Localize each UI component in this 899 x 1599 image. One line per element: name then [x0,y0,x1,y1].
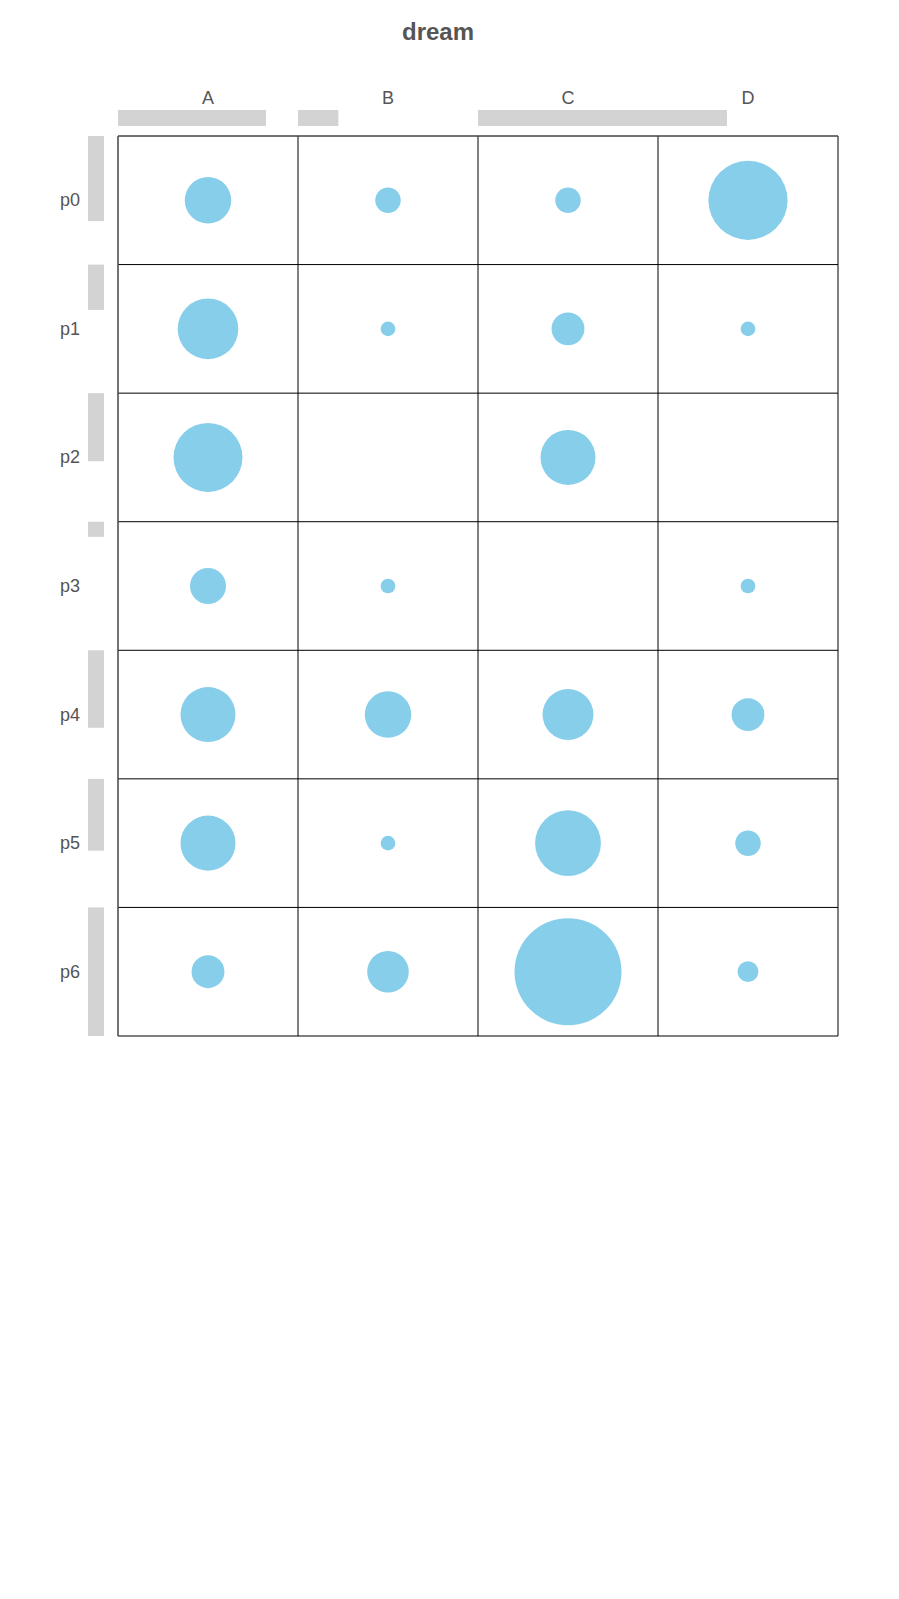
svg-text:p0: p0 [60,190,80,210]
svg-text:p3: p3 [60,576,80,596]
svg-text:A: A [202,88,214,108]
svg-text:p4: p4 [60,705,80,725]
svg-text:p1: p1 [60,319,80,339]
svg-text:B: B [382,88,394,108]
svg-text:p6: p6 [60,962,80,982]
svg-text:p5: p5 [60,833,80,853]
svg-text:p2: p2 [60,447,80,467]
svg-text:D: D [742,88,755,108]
svg-text:C: C [562,88,575,108]
html-text:dream: dream [402,18,474,45]
